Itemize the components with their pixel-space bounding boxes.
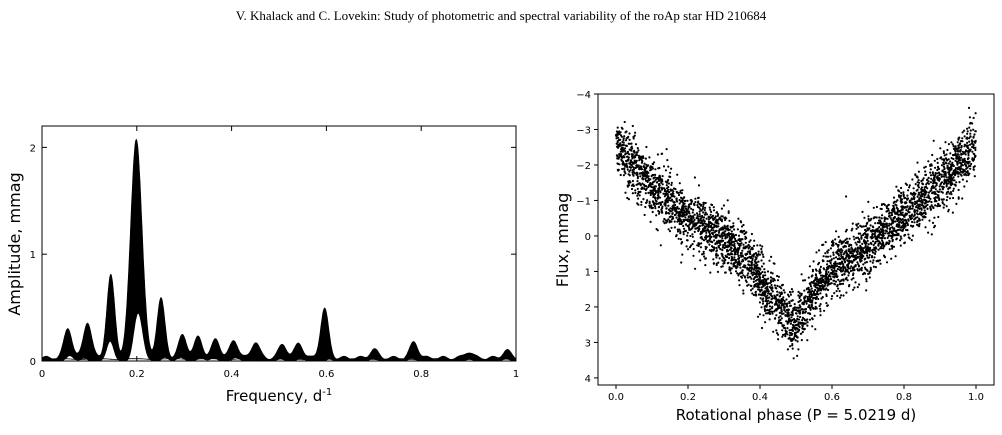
left-axis-ticks: 0 0.2 0.4 0.6 0.8 1 0 1 2 — [30, 126, 519, 380]
right-y-tick-label: 0 — [585, 232, 591, 243]
left-y-tick-label: 2 — [30, 143, 36, 154]
left-x-tick-label: 1 — [513, 369, 519, 380]
right-x-tick-label: 0.8 — [896, 392, 912, 403]
left-x-tick-label: 0 — [39, 369, 45, 380]
right-y-tick-label: 3 — [585, 338, 591, 349]
amplitude-spectrum-chart: 0 0.2 0.4 0.6 0.8 1 0 1 2 Frequency, d-1 Amplitu… — [5, 125, 519, 405]
right-y-tick-label: −4 — [576, 90, 591, 101]
right-y-tick-label: −2 — [576, 161, 591, 172]
left-x-tick-label: 0.6 — [318, 369, 334, 380]
right-x-tick-label: 0.6 — [824, 392, 840, 403]
right-y-tick-label: 4 — [585, 374, 591, 385]
left-y-tick-label: 0 — [30, 357, 36, 368]
right-x-tick-label: 0.2 — [680, 392, 696, 403]
left-x-tick-label: 0.4 — [224, 369, 240, 380]
right-y-tick-label: 2 — [585, 303, 591, 314]
right-plot-frame — [597, 93, 995, 386]
right-y-tick-label: −3 — [576, 125, 591, 136]
page-header: V. Khalack and C. Lovekin: Study of phot… — [235, 8, 767, 23]
left-plot-frame — [41, 125, 517, 362]
right-y-tick-label: 1 — [585, 267, 591, 278]
left-y-axis-label: Amplitude, mmag — [5, 172, 24, 315]
right-y-tick-label: −1 — [576, 196, 591, 207]
left-x-tick-label: 0.2 — [129, 369, 145, 380]
right-x-tick-label: 0.0 — [608, 392, 624, 403]
right-x-axis-label: Rotational phase (P = 5.0219 d) — [676, 406, 917, 424]
right-x-tick-label: 1.0 — [968, 392, 984, 403]
left-x-axis-label: Frequency, d-1 — [226, 387, 333, 405]
right-y-axis-label: Flux, mmag — [553, 193, 572, 288]
rotational-phase-chart: 0.0 0.2 0.4 0.6 0.8 1.0 −4 −3 −2 −1 0 1 2 3 4 Rotation… — [553, 90, 995, 424]
amplitude-envelope — [41, 138, 517, 362]
flux-points — [614, 106, 977, 360]
right-axis-ticks: 0.0 0.2 0.4 0.6 0.8 1.0 −4 −3 −2 −1 0 1 2 3 4 — [576, 90, 984, 403]
amplitude-spectrum-plot — [41, 138, 517, 362]
left-x-tick-label: 0.8 — [413, 369, 429, 380]
rotational-phase-scatter — [614, 106, 977, 360]
right-x-tick-label: 0.4 — [752, 392, 768, 403]
left-y-tick-label: 1 — [30, 250, 36, 261]
amplitude-baseline — [42, 358, 516, 361]
